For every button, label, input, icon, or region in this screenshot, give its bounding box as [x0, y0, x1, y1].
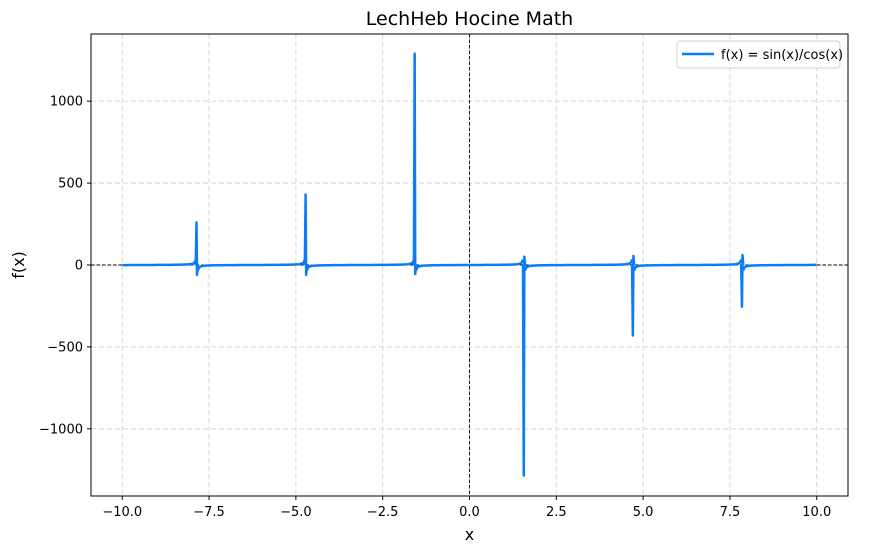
x-tick-label: 5.0	[633, 505, 654, 520]
x-tick-label: −7.5	[193, 505, 225, 520]
axis-ticks: −10.0 −7.5 −5.0 −2.5 0.0 2.5 5.0 7.5 10.0 −1000 −5…	[39, 95, 831, 520]
x-tick-label: 2.5	[546, 505, 567, 520]
x-tick-label: 0.0	[459, 505, 480, 520]
series-segment	[632, 259, 743, 271]
spike-4	[630, 254, 636, 337]
legend: f(x) = sin(x)/cos(x)	[676, 40, 843, 69]
x-axis-title: x	[465, 525, 474, 544]
series-layer	[121, 52, 818, 477]
series-segment	[196, 259, 307, 271]
chart-title: LechHeb Hocine Math	[366, 8, 573, 30]
series-segment	[121, 259, 197, 267]
spike-2	[412, 52, 418, 276]
series-segment	[305, 259, 416, 271]
spike-1	[303, 193, 309, 277]
x-tick-label: −2.5	[367, 505, 399, 520]
y-axis-title: f(x)	[9, 251, 28, 279]
spike-5	[739, 253, 745, 309]
y-tick-label: 500	[58, 177, 83, 192]
spike-0	[194, 221, 200, 277]
x-tick-label: 7.5	[720, 505, 741, 520]
legend-box	[676, 40, 841, 69]
y-tick-label: −1000	[39, 422, 83, 437]
x-tick-label: −5.0	[280, 505, 312, 520]
series-segment	[414, 259, 525, 271]
legend-label: f(x) = sin(x)/cos(x)	[721, 48, 843, 63]
x-tick-label: −10.0	[102, 505, 142, 520]
series-segment	[523, 259, 634, 271]
y-tick-label: −500	[47, 340, 83, 355]
y-tick-label: 1000	[50, 95, 83, 110]
x-tick-label: 10.0	[802, 505, 831, 520]
series-segment	[742, 263, 818, 271]
spike-3	[521, 255, 527, 477]
y-tick-label: 0	[75, 259, 83, 274]
